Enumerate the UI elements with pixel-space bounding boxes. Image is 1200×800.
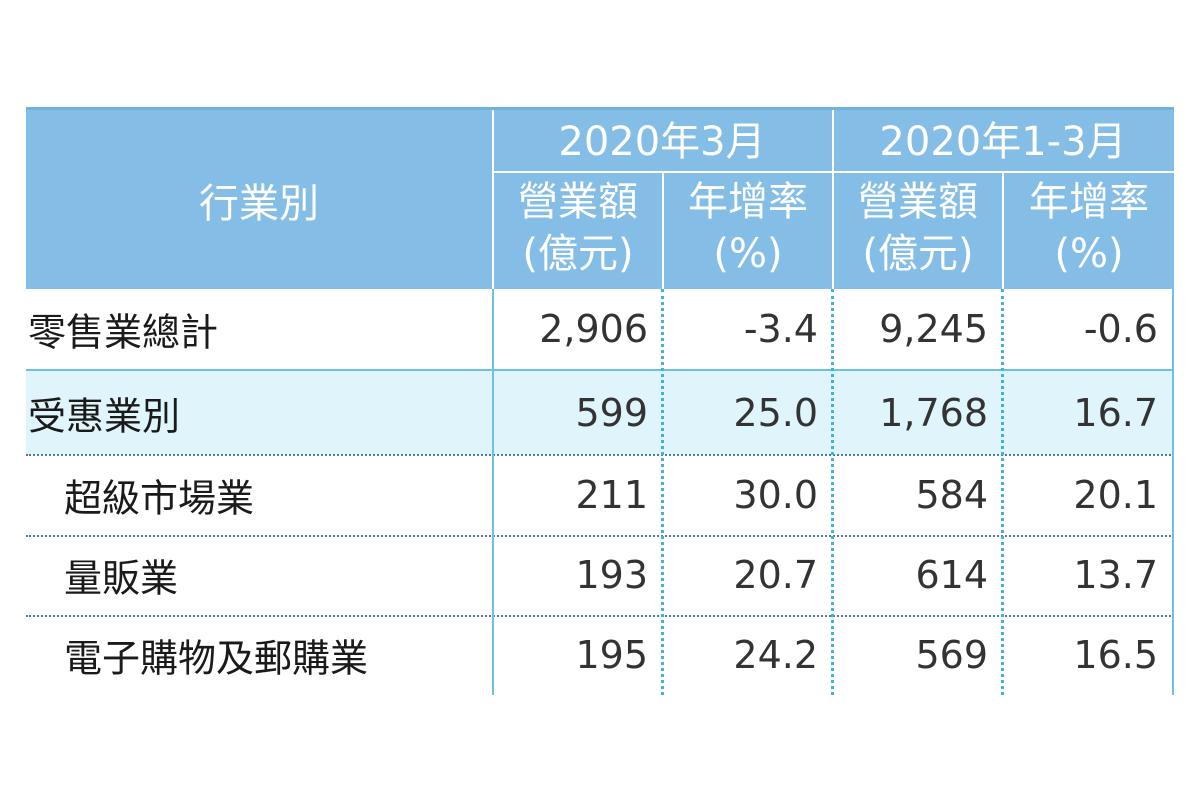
march-revenue: 193 [575,553,648,597]
march-growth: -3.4 [743,307,818,351]
march-revenue: 599 [575,391,648,435]
march-growth: 20.7 [733,553,818,597]
q1-growth: 20.1 [1073,473,1158,517]
industry-header: 行業別 [199,181,319,227]
q1-growth: 16.5 [1073,633,1158,677]
row-label: 受惠業別 [28,394,181,439]
row-divider [26,615,1174,617]
q1-revenue: 9,245 [879,307,988,351]
header-divider [832,110,834,290]
period-q1-header: 2020年1-3月 [879,119,1127,165]
column-divider [1001,289,1004,695]
q1-revenue: 584 [915,473,988,517]
column-border [1172,289,1174,695]
header-divider [492,171,1174,173]
column-divider [661,289,664,695]
col-revenue-q1-l1: 營業額 [858,179,978,225]
retail-sales-table: 行業別 2020年3月 2020年1-3月 營業額 (億元) 年增率 (%) 營… [26,107,1174,695]
table-row: 電子購物及郵購業 195 24.2 569 16.5 [26,615,1174,695]
row-label: 超級市場業 [64,476,255,521]
col-growth-march-l2: (%) [713,231,783,277]
q1-revenue: 1,768 [879,391,988,435]
table-row: 量販業 193 20.7 614 13.7 [26,535,1174,615]
march-growth: 30.0 [733,473,818,517]
q1-growth: 16.7 [1073,391,1158,435]
period-march-header: 2020年3月 [558,119,766,165]
table-header: 行業別 2020年3月 2020年1-3月 營業額 (億元) 年增率 (%) 營… [26,107,1174,290]
col-revenue-march-l1: 營業額 [518,179,638,225]
table-row-total: 零售業總計 2,906 -3.4 9,245 -0.6 [26,289,1174,369]
col-growth-q1-l2: (%) [1054,231,1124,277]
header-divider [1002,172,1004,290]
row-divider [26,454,1174,456]
march-revenue: 211 [575,473,648,517]
header-divider [662,172,664,290]
col-growth-march-l1: 年增率 [688,179,808,225]
q1-revenue: 569 [915,633,988,677]
column-border [492,289,494,695]
col-growth-q1-l1: 年增率 [1029,179,1149,225]
row-label: 電子購物及郵購業 [64,636,369,681]
march-revenue: 195 [575,633,648,677]
q1-growth: -0.6 [1083,307,1158,351]
table-row: 超級市場業 211 30.0 584 20.1 [26,455,1174,535]
march-growth: 25.0 [733,391,818,435]
march-growth: 24.2 [733,633,818,677]
col-revenue-march-l2: (億元) [522,231,634,277]
col-revenue-q1-l2: (億元) [862,231,974,277]
q1-revenue: 614 [915,553,988,597]
row-divider [26,535,1174,537]
column-divider [831,289,834,695]
row-label: 量販業 [64,556,179,601]
q1-growth: 13.7 [1073,553,1158,597]
header-divider [492,110,494,290]
row-label: 零售業總計 [28,310,219,355]
table-row-highlight: 受惠業別 599 25.0 1,768 16.7 [26,369,1174,455]
march-revenue: 2,906 [539,307,648,351]
